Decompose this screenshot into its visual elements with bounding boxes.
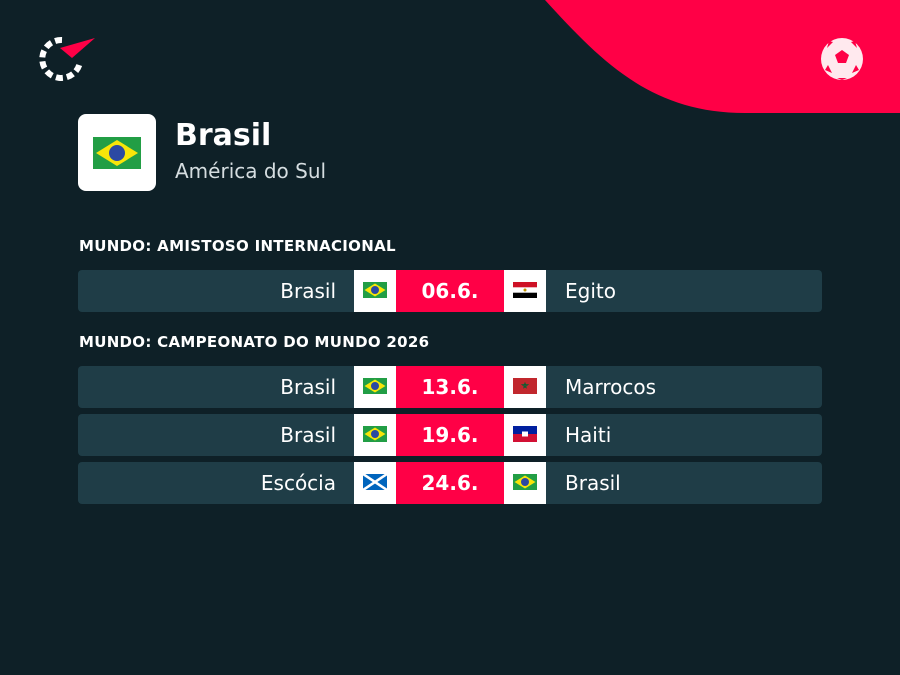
team-name: Brasil (175, 118, 272, 153)
home-team: Escócia (260, 471, 336, 495)
team-region: América do Sul (175, 159, 327, 183)
team-flag (78, 114, 156, 191)
match-date: 24.6. (396, 462, 504, 504)
match-row: Brasil 06.6. Egito (78, 270, 822, 312)
away-team: Brasil (565, 471, 621, 495)
away-team: Haiti (565, 423, 612, 447)
home-team: Brasil (280, 279, 336, 303)
match-date: 13.6. (396, 366, 504, 408)
home-team: Brasil (280, 375, 336, 399)
match-row: Brasil 13.6. Marrocos (78, 366, 822, 408)
away-team: Egito (565, 279, 616, 303)
section-title: MUNDO: AMISTOSO INTERNACIONAL (79, 237, 396, 255)
decoration (39, 0, 900, 113)
match-date: 06.6. (396, 270, 504, 312)
match-date: 19.6. (396, 414, 504, 456)
away-team: Marrocos (565, 375, 657, 399)
home-team: Brasil (280, 423, 336, 447)
section-title: MUNDO: CAMPEONATO DO MUNDO 2026 (79, 333, 430, 351)
match-row: Brasil 19.6. Haiti (78, 414, 822, 456)
match-row: Escócia 24.6. Brasil (78, 462, 822, 504)
